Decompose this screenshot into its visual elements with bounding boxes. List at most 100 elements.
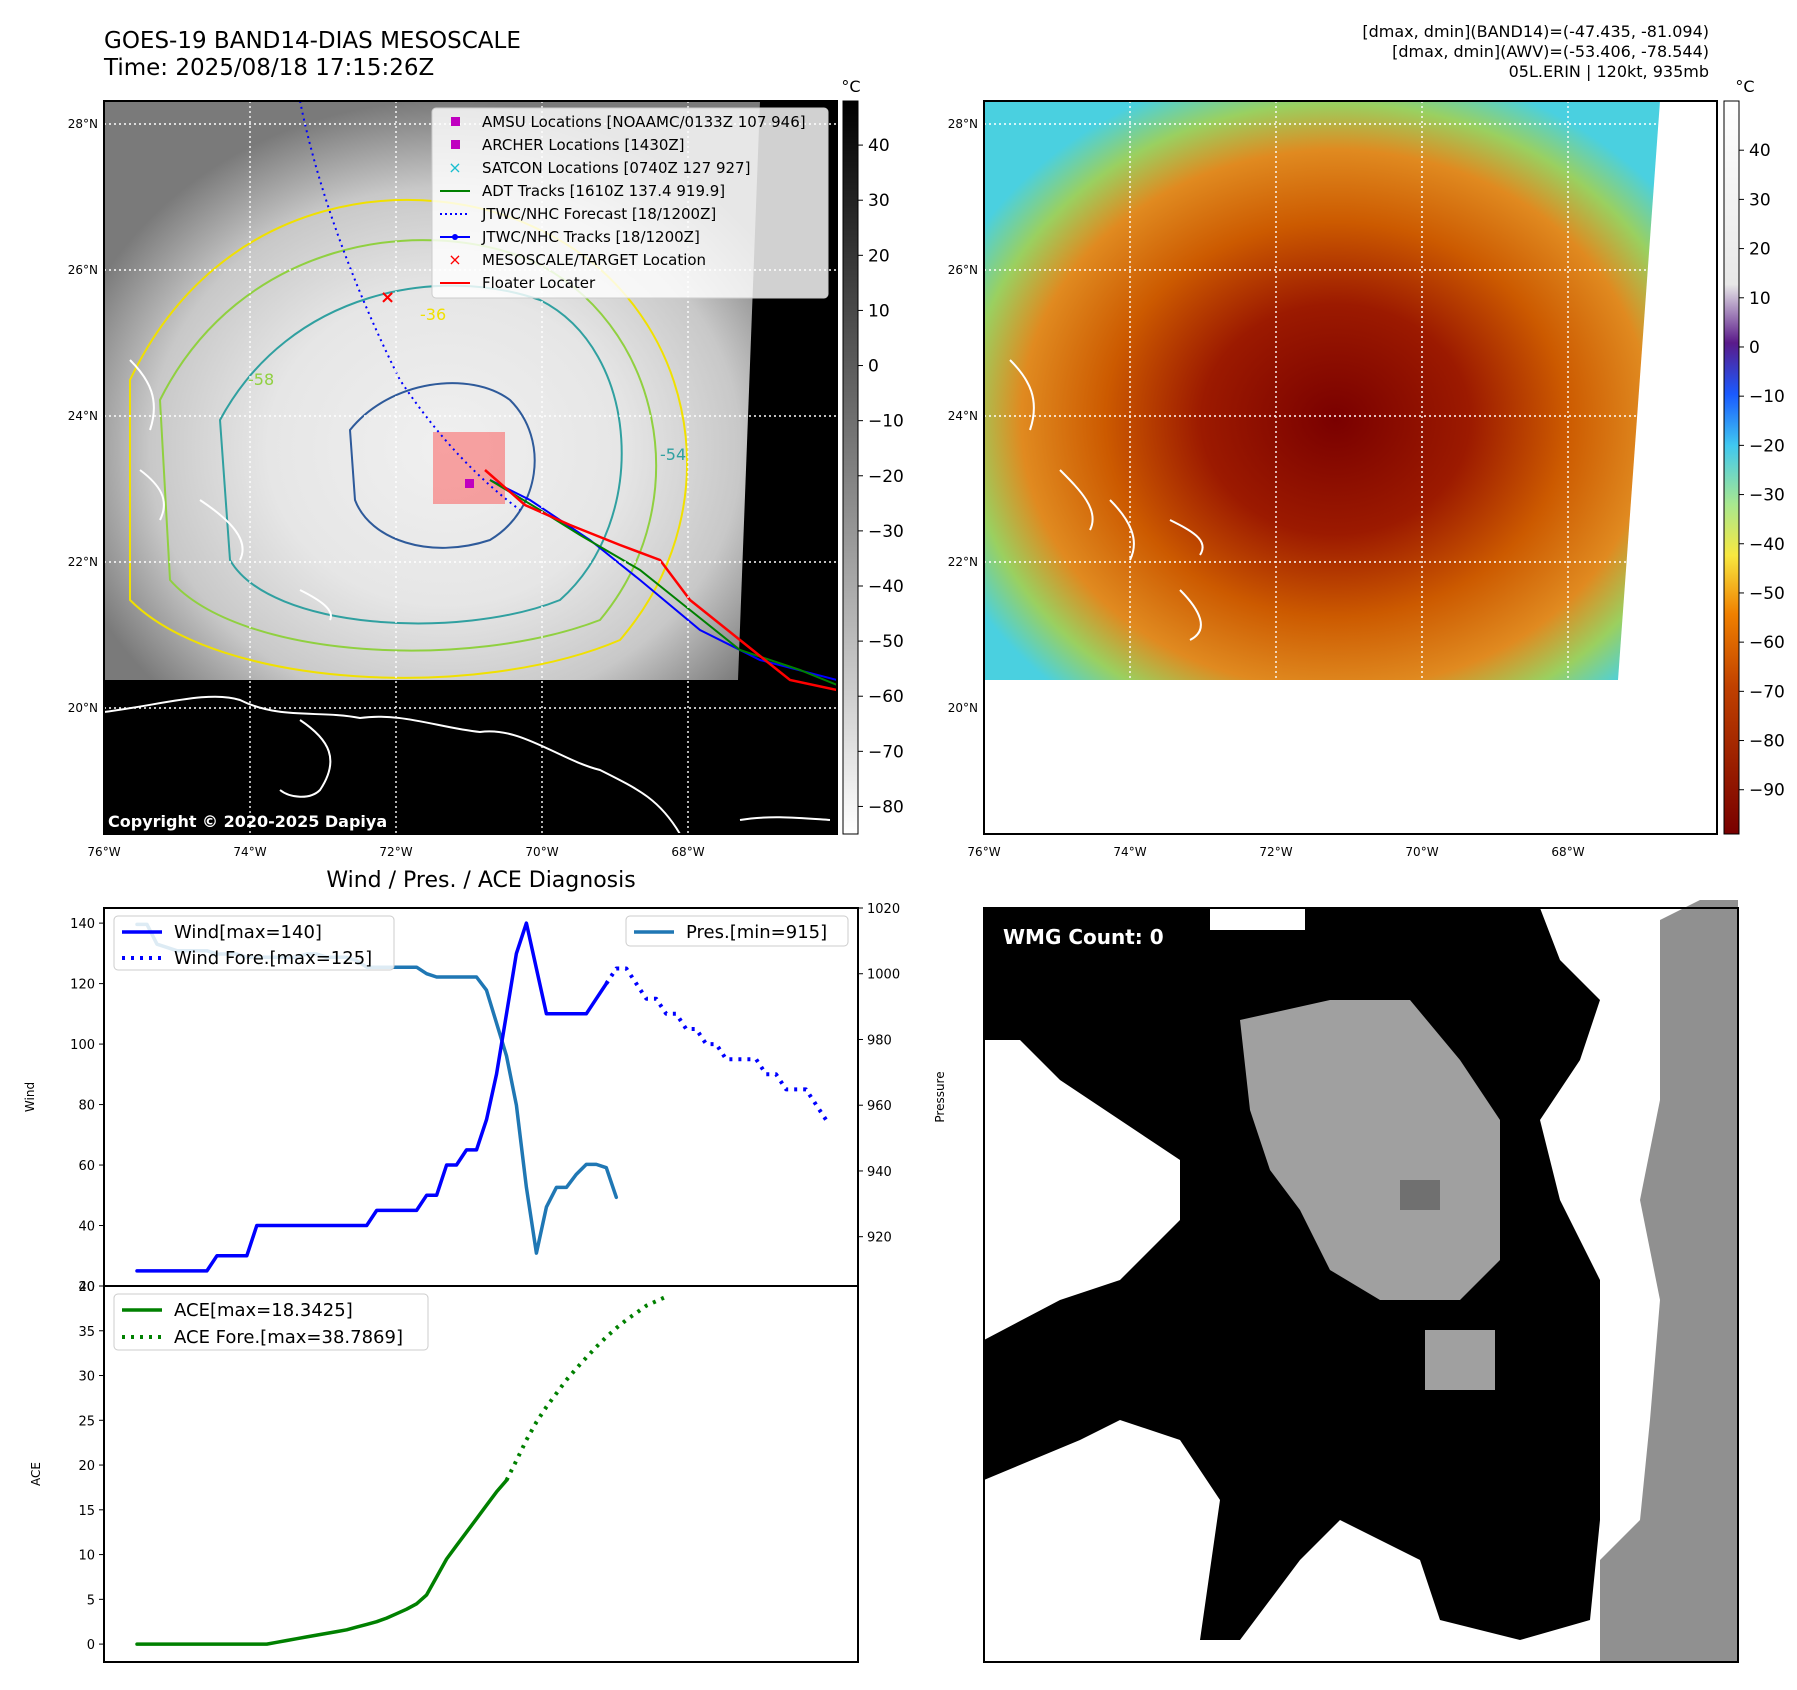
legend-item: ADT Tracks [1610Z 137.4 919.9]: [440, 182, 725, 200]
lat-tick-label: 28°N: [68, 117, 98, 131]
info-line-2: [dmax, dmin](AWV)=(-53.406, -78.544): [1392, 42, 1709, 61]
axis-tick-label: 30: [78, 1370, 95, 1385]
lon-tick-label: 76°W: [87, 845, 120, 859]
ace-chart-frame: [103, 1285, 859, 1663]
lat-tick-label: 28°N: [948, 117, 978, 131]
nhc-track: [489, 479, 837, 681]
legend-item: JTWC/NHC Forecast [18/1200Z]: [440, 205, 716, 223]
info-line-3: 05L.ERIN | 120kt, 935mb: [1508, 62, 1709, 81]
colorbar-tick-label: −40: [1749, 535, 1785, 555]
legend-label: ACE Fore.[max=38.7869]: [174, 1327, 403, 1348]
lat-tick-label: 22°N: [68, 555, 98, 569]
colorbar-tick-label: 0: [1749, 338, 1760, 358]
axis-tick-label: 25: [78, 1414, 95, 1429]
awv-colorbar-ticks: 40 30 20 10 0 −10 −20 −30 −40 −50 −60 −70 −80 −90: [1739, 141, 1785, 801]
target-marker: ×: [380, 287, 395, 308]
legend-label: Pres.[min=915]: [686, 922, 827, 943]
wmg-gray-core: [1240, 1000, 1500, 1300]
awv-coastlines: [1009, 359, 1204, 641]
axis-tick-label: 980: [867, 1033, 892, 1048]
awv-map-panel: [984, 101, 1717, 834]
lon-tick-label: 72°W: [379, 845, 412, 859]
ir-map-frame: [103, 100, 838, 835]
axis-tick-label: 920: [867, 1231, 892, 1246]
ir-contours: [129, 199, 688, 679]
product-title: GOES-19 BAND14-DIAS MESOSCALE: [104, 28, 521, 54]
axis-tick-label: 20: [78, 1459, 95, 1474]
colorbar-tick-label: −10: [868, 412, 904, 432]
lat-tick-label: 20°N: [68, 701, 98, 715]
wmg-center: [1400, 1180, 1440, 1210]
pressure-legend: Pres.[min=915]: [625, 915, 849, 947]
legend-label: MESOSCALE/TARGET Location: [482, 251, 706, 269]
wind-chart-frame: [103, 907, 859, 1287]
lon-tick-label: 74°W: [1113, 845, 1146, 859]
wmg-gray-south: [1425, 1330, 1495, 1390]
lat-tick-label: 22°N: [948, 555, 978, 569]
wind-axis-label: Wind: [23, 1082, 37, 1112]
legend-label: ACE[max=18.3425]: [174, 1300, 353, 1321]
wmg-frame: [983, 907, 1739, 1663]
axis-tick-label: 960: [867, 1099, 892, 1114]
lat-tick-label: 24°N: [948, 409, 978, 423]
axis-tick-label: 5: [87, 1593, 95, 1608]
colorbar-tick-label: 40: [1749, 141, 1771, 161]
wind-line: [135, 921, 609, 1273]
colorbar-tick-label: 0: [868, 357, 879, 377]
colorbar-tick-label: −70: [1749, 682, 1785, 702]
timestamp: Time: 2025/08/18 17:15:26Z: [104, 55, 435, 81]
legend-item: AMSU Locations [NOAAMC/0133Z 107 946]: [451, 113, 806, 131]
awv-lon-labels: 76°W 74°W 72°W 70°W 68°W: [967, 845, 1584, 859]
colorbar-tick-label: −60: [1749, 633, 1785, 653]
lon-tick-label: 72°W: [1259, 845, 1292, 859]
wind-pressure-chart: 1401201008060402010201000980960940920Win…: [70, 902, 900, 1295]
map-legend: AMSU Locations [NOAAMC/0133Z 107 946] ARC…: [431, 107, 829, 299]
axis-tick-label: 40: [78, 1280, 95, 1295]
pressure-axis-label: Pressure: [933, 1071, 947, 1122]
ace-line: [135, 1478, 509, 1646]
legend-item: × SATCON Locations [0740Z 127 927]: [448, 158, 750, 177]
axis-tick-label: 60: [78, 1159, 95, 1174]
wind-legend: Wind[max=140] Wind Fore.[max=125]: [113, 915, 395, 971]
colorbar-tick-label: −10: [1749, 387, 1785, 407]
awv-colorbar: [1723, 100, 1740, 835]
lon-tick-label: 70°W: [525, 845, 558, 859]
wmg-clear-west: [1000, 1100, 1120, 1260]
axis-tick-label: 15: [78, 1504, 95, 1519]
axis-tick-label: 1000: [867, 968, 900, 983]
wmg-label-box: [995, 922, 1175, 952]
archer-marker: [465, 479, 474, 488]
axis-tick-label: 1020: [867, 902, 900, 917]
forecast-track: [299, 101, 521, 511]
legend-label: Wind Fore.[max=125]: [174, 948, 372, 969]
ir-coastlines: [104, 359, 831, 834]
colorbar-tick-label: −40: [868, 577, 904, 597]
legend-item: JTWC/NHC Tracks [18/1200Z]: [440, 228, 700, 246]
axis-tick-label: 80: [78, 1099, 95, 1114]
lat-tick-label: 24°N: [68, 409, 98, 423]
contour-labels: -36 -58 -54: [248, 305, 686, 464]
lat-tick-label: 20°N: [948, 701, 978, 715]
ir-lon-labels: 76°W 74°W 72°W 70°W 68°W: [87, 845, 704, 859]
axis-tick-label: 40: [78, 1220, 95, 1235]
legend-label: ARCHER Locations [1430Z]: [482, 136, 685, 154]
legend-label: Floater Locater: [482, 274, 596, 292]
legend-item: × MESOSCALE/TARGET Location: [448, 250, 706, 269]
colorbar-tick-label: −80: [1749, 732, 1785, 752]
colorbar-tick-label: −30: [868, 522, 904, 542]
colorbar-tick-label: 20: [868, 246, 890, 266]
legend-marker: ×: [448, 250, 461, 269]
axis-tick-label: 20: [78, 1280, 95, 1295]
ace-axis-label: ACE: [29, 1462, 43, 1486]
axis-tick-label: 120: [70, 978, 95, 993]
colorbar-tick-label: 30: [1749, 190, 1771, 210]
awv-gridlines: [984, 101, 1717, 834]
floater-track: [484, 469, 837, 692]
legend-label: Wind[max=140]: [174, 922, 322, 943]
colorbar-tick-label: 30: [868, 191, 890, 211]
lat-tick-label: 26°N: [948, 263, 978, 277]
axis-tick-label: 140: [70, 917, 95, 932]
colorbar-tick-label: 40: [868, 136, 890, 156]
wmg-count: WMG Count: 0: [1003, 925, 1164, 949]
